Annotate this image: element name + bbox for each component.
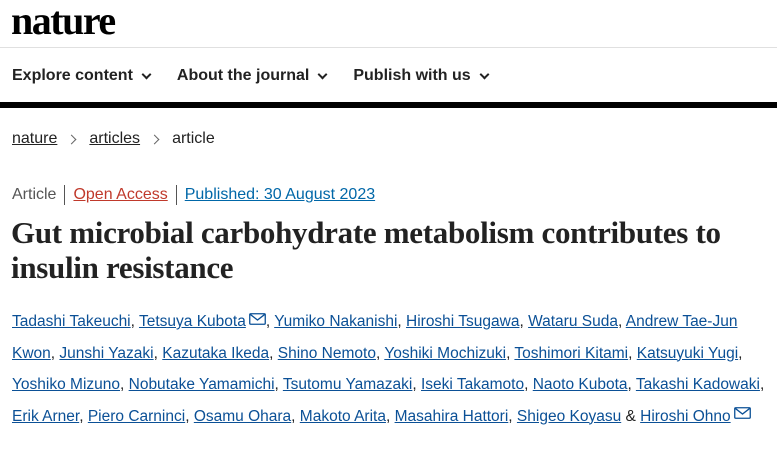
- breadcrumb-current: article: [172, 130, 215, 147]
- author-conjunction: &: [625, 407, 636, 425]
- mail-icon[interactable]: [733, 399, 751, 431]
- nav-about-journal[interactable]: About the journal: [176, 67, 328, 85]
- open-access-link[interactable]: Open Access: [73, 186, 168, 203]
- author-separator: ,: [79, 407, 84, 425]
- author-separator: ,: [759, 376, 765, 393]
- author-link[interactable]: Hiroshi Tsugawa: [406, 313, 520, 330]
- author-link[interactable]: Junshi Yazaki: [59, 344, 154, 362]
- author-link[interactable]: Yumiko Nakanishi: [274, 313, 398, 330]
- breadcrumb-nature[interactable]: nature: [12, 130, 58, 147]
- author-link[interactable]: Shigeo Koyasu: [516, 407, 622, 425]
- author-separator: ,: [385, 407, 391, 425]
- author-separator: ,: [50, 344, 56, 362]
- breadcrumb-articles[interactable]: articles: [89, 130, 141, 147]
- author-link[interactable]: Yoshiki Mochizuki: [384, 344, 507, 362]
- author-separator: ,: [265, 313, 271, 330]
- nav-publish-with-us[interactable]: Publish with us: [353, 67, 490, 85]
- meta-divider: [175, 185, 177, 205]
- chevron-down-icon: [141, 69, 152, 79]
- author-separator: ,: [269, 344, 274, 362]
- article-type: Article: [12, 186, 57, 203]
- author-link[interactable]: Masahira Hattori: [394, 407, 509, 425]
- main-nav: Explore content About the journal Publis…: [0, 49, 777, 103]
- article-meta: Article Open Access Published: 30 August…: [12, 185, 375, 205]
- mail-icon[interactable]: [248, 305, 266, 337]
- author-separator: ,: [153, 344, 158, 362]
- author-link[interactable]: Naoto Kubota: [532, 376, 628, 393]
- author-link[interactable]: Wataru Suda: [528, 313, 618, 330]
- author-separator: ,: [120, 376, 125, 393]
- author-separator: ,: [627, 376, 632, 393]
- author-link[interactable]: Takashi Kadowaki: [635, 376, 760, 393]
- author-separator: ,: [524, 376, 529, 393]
- nav-label: About the journal: [176, 67, 310, 84]
- chevron-right-icon: [149, 134, 160, 144]
- author-link[interactable]: Osamu Ohara: [193, 407, 292, 425]
- published-date-link[interactable]: Published: 30 August 2023: [184, 186, 376, 203]
- nav-label: Publish with us: [353, 67, 471, 84]
- author-separator: ,: [628, 344, 633, 362]
- author-separator: ,: [519, 313, 524, 330]
- author-link[interactable]: Tadashi Takeuchi: [12, 313, 131, 330]
- author-separator: ,: [291, 407, 296, 425]
- author-separator: ,: [130, 313, 135, 330]
- author-separator: ,: [185, 407, 190, 425]
- author-link[interactable]: Piero Carninci: [87, 407, 186, 425]
- site-header: nature: [0, 0, 777, 48]
- author-link[interactable]: Tetsuya Kubota: [138, 313, 246, 330]
- author-link[interactable]: Toshimori Kitami: [514, 344, 629, 362]
- nav-explore-content[interactable]: Explore content: [12, 67, 152, 85]
- author-link[interactable]: Yoshiko Mizuno: [12, 376, 120, 393]
- author-link[interactable]: Andrew Tae-Jun Kwon: [12, 313, 738, 362]
- author-separator: ,: [738, 344, 743, 362]
- author-separator: ,: [506, 344, 511, 362]
- author-link[interactable]: Makoto Arita: [299, 407, 386, 425]
- author-separator: ,: [375, 344, 381, 362]
- author-link[interactable]: Iseki Takamoto: [421, 376, 525, 393]
- author-link[interactable]: Katsuyuki Yugi: [636, 344, 739, 362]
- article-title: Gut microbial carbohydrate metabolism co…: [11, 215, 721, 285]
- author-separator: ,: [274, 376, 279, 393]
- nature-logo[interactable]: nature: [11, 0, 116, 43]
- meta-divider: [64, 185, 66, 205]
- nav-divider: [0, 102, 777, 108]
- author-list: Tadashi Takeuchi, Tetsuya Kubota, Yumiko…: [12, 306, 772, 432]
- author-separator: ,: [617, 313, 623, 330]
- author-link[interactable]: Tsutomu Yamazaki: [282, 376, 413, 393]
- author-link[interactable]: Hiroshi Ohno: [640, 407, 731, 425]
- chevron-right-icon: [66, 134, 77, 144]
- author-link[interactable]: Kazutaka Ikeda: [162, 344, 270, 362]
- breadcrumb: nature articles article: [12, 130, 215, 148]
- chevron-down-icon: [317, 69, 328, 79]
- author-separator: ,: [412, 376, 417, 393]
- author-link[interactable]: Erik Arner: [12, 407, 80, 425]
- author-separator: ,: [397, 313, 402, 330]
- author-separator: ,: [508, 407, 513, 425]
- chevron-down-icon: [479, 69, 490, 79]
- nav-label: Explore content: [12, 67, 133, 84]
- author-link[interactable]: Shino Nemoto: [277, 344, 376, 362]
- author-link[interactable]: Nobutake Yamamichi: [128, 376, 275, 393]
